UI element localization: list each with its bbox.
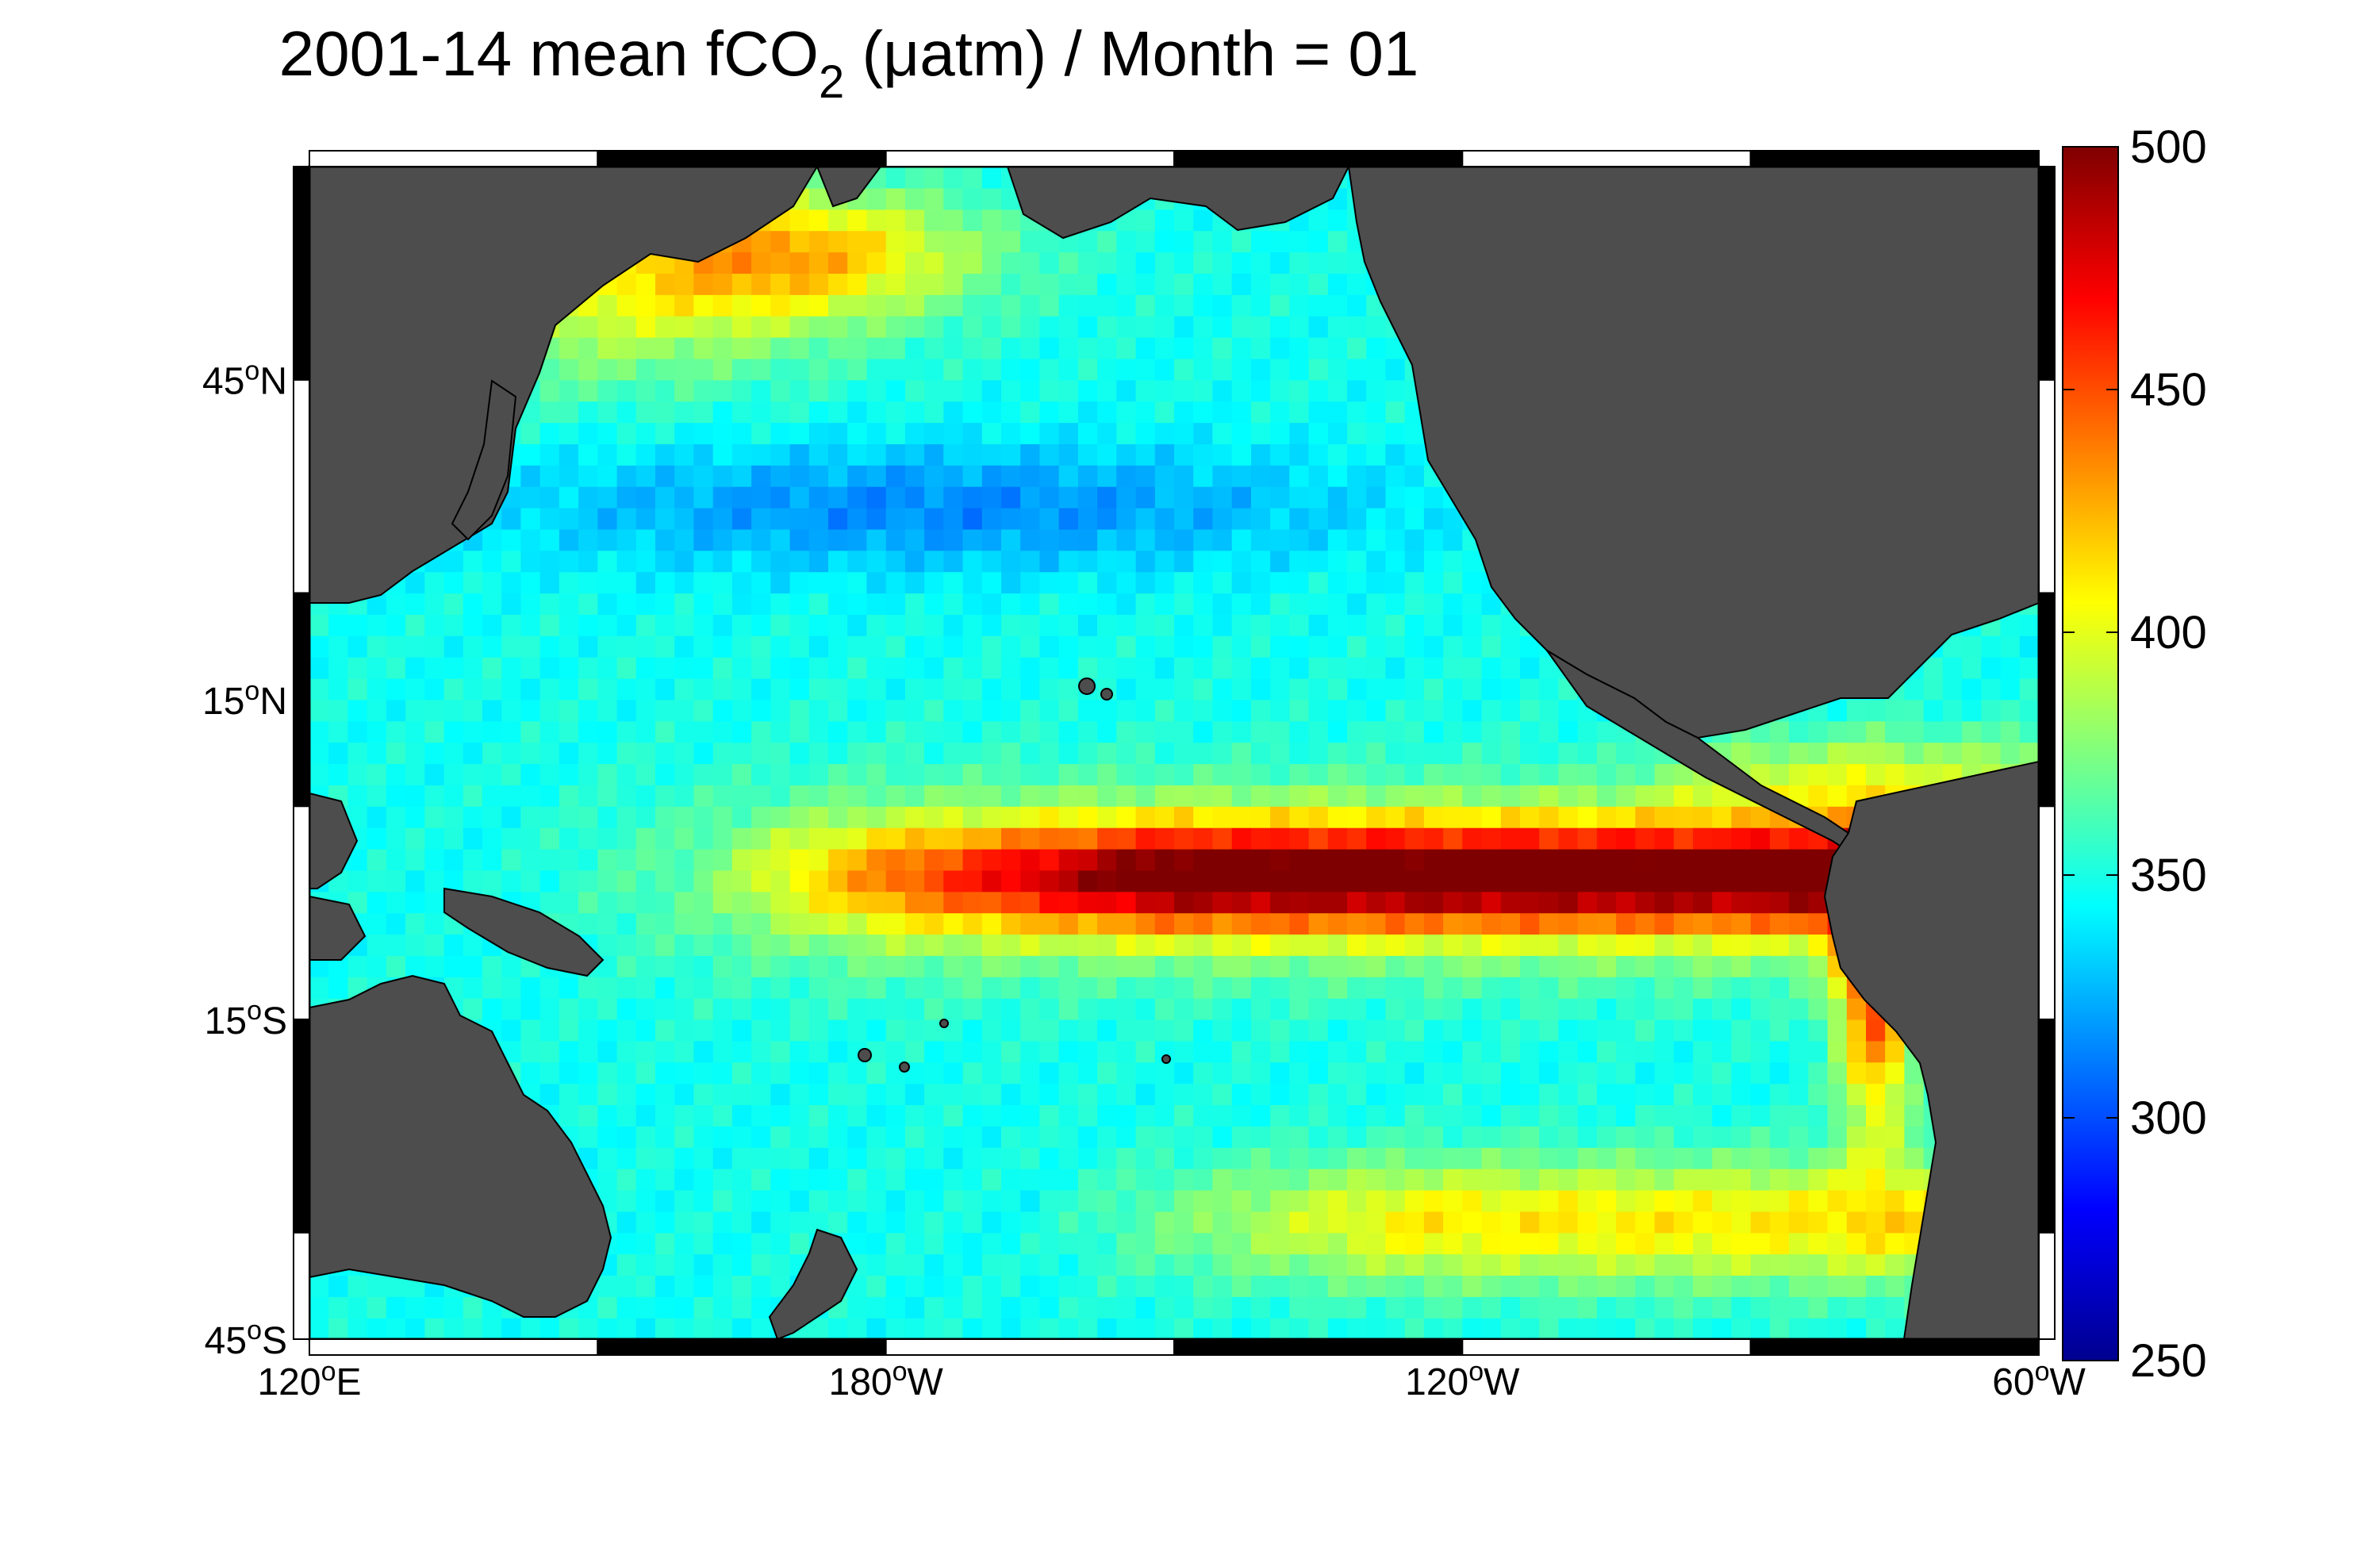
- y-tick-label: 15oN: [202, 676, 287, 723]
- land-kamchatka: [816, 167, 882, 208]
- colorbar-tick-label: 250: [2130, 1335, 2207, 1387]
- y-tick-label: 15oS: [205, 996, 287, 1042]
- map-border-stripes: [293, 150, 2056, 1356]
- land-asia: [309, 167, 819, 604]
- x-tick-label: 60oW: [1992, 1357, 2086, 1403]
- border-stripe-right: [2038, 378, 2056, 594]
- border-stripe-bottom: [1461, 1338, 1752, 1356]
- border-stripe-top: [1173, 150, 1464, 167]
- border-stripe-right: [2038, 805, 2056, 1020]
- colorbar-tick-label: 450: [2130, 364, 2207, 416]
- border-stripe-right: [2038, 166, 2056, 381]
- border-stripe-left: [293, 1018, 310, 1234]
- colorbar-tick-label: 300: [2130, 1092, 2207, 1144]
- land-maritime-asia: [309, 792, 359, 889]
- colorbar-tick-label: 500: [2130, 121, 2207, 173]
- border-stripe-bottom: [1749, 1338, 2040, 1356]
- land-australia: [309, 974, 612, 1318]
- land-masses: [309, 167, 2039, 1339]
- border-stripe-bottom: [1173, 1338, 1464, 1356]
- y-tick-label: 45oS: [205, 1315, 287, 1362]
- border-stripe-top: [597, 150, 887, 167]
- colorbar-gradient: [2062, 146, 2119, 1361]
- colorbar-tick-label: 400: [2130, 607, 2207, 658]
- border-stripe-right: [2038, 1018, 2056, 1234]
- border-stripe-top: [1749, 150, 2040, 167]
- map-title: 2001-14 mean fCO2 (μatm) / Month = 01: [279, 18, 1419, 108]
- border-stripe-top: [309, 150, 599, 167]
- colorbar-ticks: 250 300 350 400 450 500: [2063, 121, 2207, 1387]
- y-tick-label: 45oN: [202, 356, 287, 403]
- border-stripe-bottom: [885, 1338, 1175, 1356]
- land-new-guinea: [443, 887, 605, 977]
- border-stripe-bottom: [597, 1338, 887, 1356]
- border-stripe-top: [885, 150, 1175, 167]
- colorbar: 250 300 350 400 450 500: [2062, 121, 2207, 1387]
- map-area: [293, 150, 2056, 1356]
- border-stripe-left: [293, 378, 310, 594]
- border-stripe-right: [2038, 1231, 2056, 1340]
- border-stripe-left: [293, 166, 310, 381]
- border-stripe-top: [1461, 150, 1752, 167]
- x-axis-ticks: 120oE 180oW 120oW 60oW: [257, 1357, 2086, 1403]
- colorbar-tick-label: 350: [2130, 850, 2207, 901]
- land-japan: [451, 379, 517, 541]
- border-stripe-bottom: [309, 1338, 599, 1356]
- x-tick-label: 120oE: [257, 1357, 361, 1403]
- land-hawaii: [1078, 678, 1096, 695]
- border-stripe-left: [293, 805, 310, 1020]
- land-south-america: [1823, 760, 2039, 1339]
- x-tick-label: 180oW: [829, 1357, 944, 1403]
- land-borneo: [309, 895, 367, 961]
- land-alaska: [1006, 167, 1350, 240]
- y-axis-ticks: 45oN 15oN 15oS 45oS: [202, 356, 287, 1362]
- border-stripe-left: [293, 592, 310, 808]
- border-stripe-right: [2038, 592, 2056, 808]
- land-new-zealand: [768, 1228, 858, 1339]
- border-stripe-left: [293, 1231, 310, 1340]
- x-tick-label: 120oW: [1405, 1357, 1520, 1403]
